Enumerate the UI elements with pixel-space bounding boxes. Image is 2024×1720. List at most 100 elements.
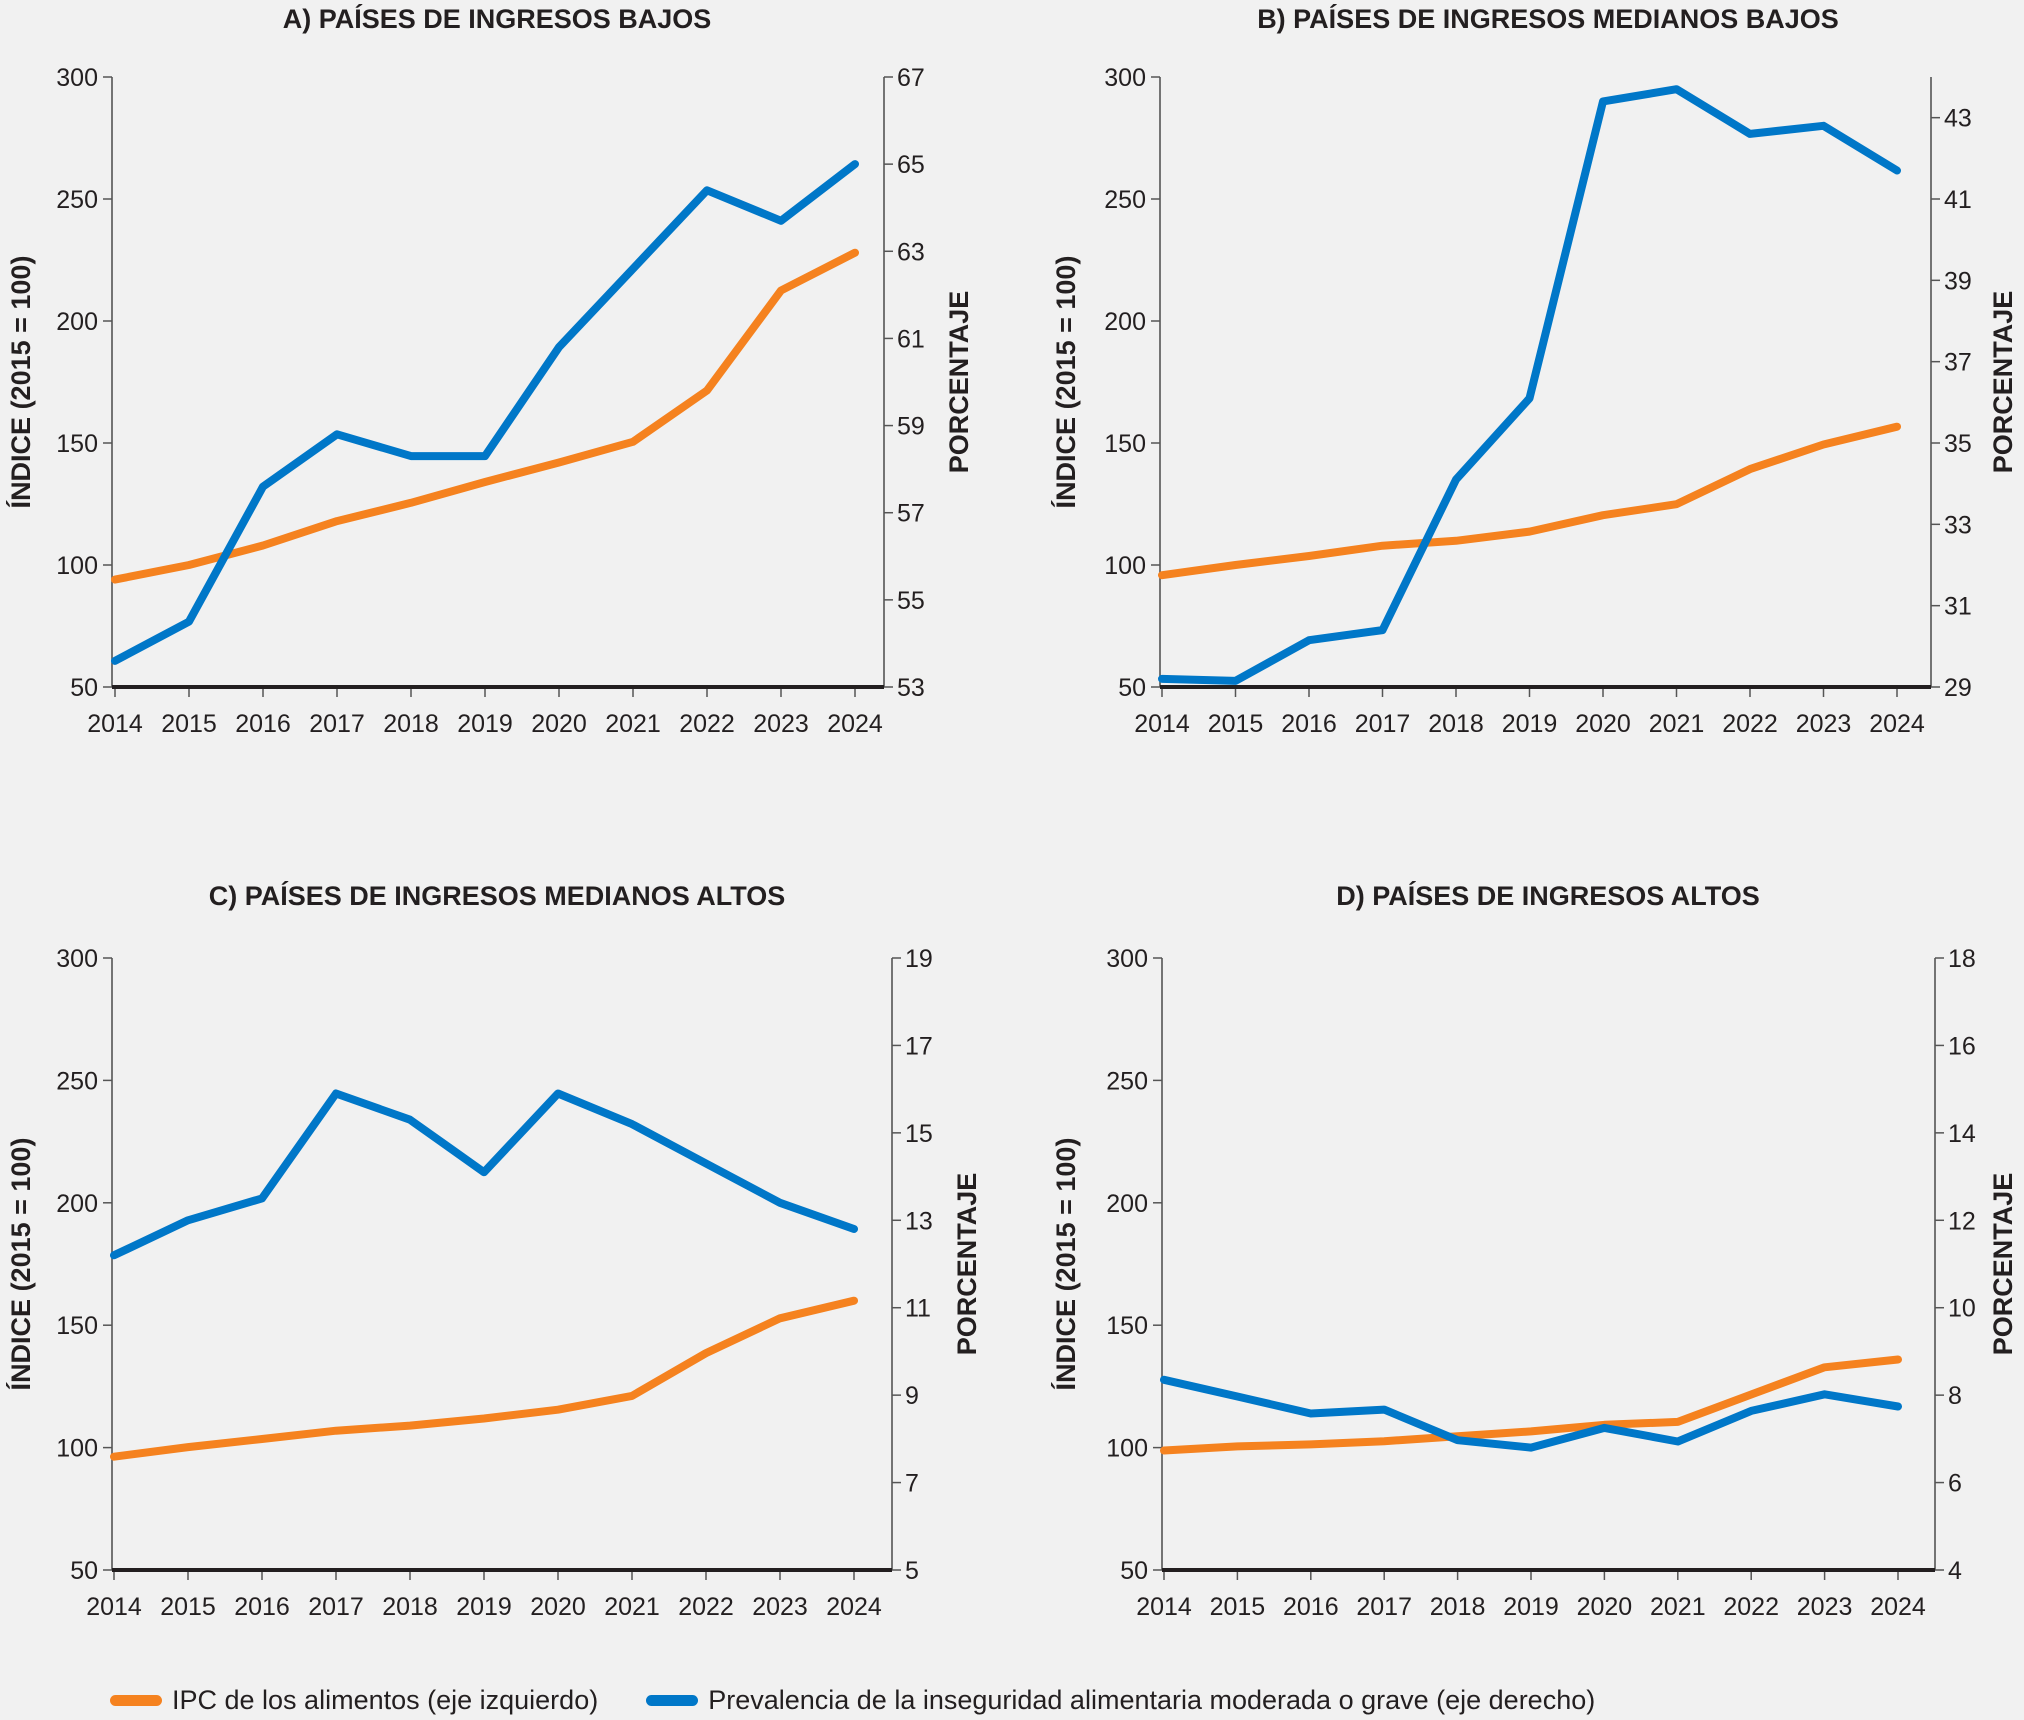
x-tick-label: 2023 — [1796, 710, 1852, 738]
series-line-inseguridad — [1158, 85, 1901, 685]
series-line-ipc — [110, 1296, 858, 1461]
left-tick-label: 150 — [1104, 430, 1146, 458]
legend-label-ipc: IPC de los alimentos (eje izquierdo) — [172, 1684, 599, 1715]
left-tick-label: 250 — [1104, 186, 1146, 214]
left-tick-label: 150 — [56, 430, 98, 458]
left-tick-label: 100 — [56, 552, 98, 580]
x-tick-label: 2022 — [678, 1593, 734, 1621]
right-tick-label: 33 — [1944, 511, 1972, 539]
legend: IPC de los alimentos (eje izquierdo) Pre… — [110, 1680, 1643, 1720]
left-tick-label: 250 — [56, 1067, 98, 1095]
legend-swatch-inseguridad — [646, 1694, 699, 1706]
chart-panel-d: D) PAÍSES DE INGRESOS ALTOS 50 100 150 200 25… — [1050, 880, 2018, 1621]
right-tick-label: 11 — [905, 1295, 931, 1323]
right-tick-label: 18 — [1948, 945, 1976, 973]
chart-title: A) PAÍSES DE INGRESOS BAJOS — [283, 3, 712, 34]
x-tick-label: 2019 — [1502, 710, 1558, 738]
right-tick-label: 57 — [897, 500, 925, 528]
x-tick-label: 2020 — [530, 1593, 586, 1621]
chart-panel-b: B) PAÍSES DE INGRESOS MEDIANOS BAJOS 50 10… — [1050, 3, 2018, 738]
x-tick-label: 2024 — [1869, 710, 1925, 738]
chart-panel-a: A) PAÍSES DE INGRESOS BAJOS 50 100 150 200 25… — [5, 3, 974, 738]
x-tick-label: 2014 — [87, 710, 143, 738]
x-tick-label: 2016 — [234, 1593, 290, 1621]
left-tick-label: 300 — [56, 945, 98, 973]
x-tick-label: 2019 — [456, 1593, 512, 1621]
right-tick-label: 41 — [1944, 186, 1972, 214]
x-tick-label: 2021 — [1650, 1593, 1706, 1621]
left-tick-label: 300 — [1106, 945, 1148, 973]
left-tick-label: 200 — [56, 1190, 98, 1218]
x-tick-label: 2015 — [1208, 710, 1264, 738]
chart-title: D) PAÍSES DE INGRESOS ALTOS — [1336, 880, 1760, 911]
x-tick-label: 2016 — [235, 710, 291, 738]
right-tick-label: 10 — [1948, 1295, 1976, 1323]
left-tick-label: 50 — [1120, 1557, 1148, 1585]
x-tick-label: 2018 — [383, 710, 439, 738]
x-tick-label: 2024 — [1870, 1593, 1926, 1621]
x-tick-label: 2021 — [605, 710, 661, 738]
y2-axis-title: PORCENTAJE — [952, 1173, 982, 1356]
chart-panel-c: C) PAÍSES DE INGRESOS MEDIANOS ALTOS 50 10… — [5, 880, 982, 1621]
y-axis-title: ÍNDICE (2015 = 100) — [1050, 256, 1081, 509]
series-line-ipc — [1158, 422, 1901, 580]
right-tick-label: 14 — [1948, 1120, 1976, 1148]
x-tick-label: 2019 — [1503, 1593, 1559, 1621]
x-tick-label: 2016 — [1281, 710, 1337, 738]
right-tick-label: 9 — [905, 1382, 919, 1410]
left-tick-label: 50 — [70, 674, 98, 702]
x-tick-label: 2015 — [160, 1593, 216, 1621]
right-tick-label: 8 — [1948, 1382, 1962, 1410]
right-tick-label: 35 — [1944, 430, 1972, 458]
right-tick-label: 65 — [897, 151, 925, 179]
left-tick-label: 300 — [1104, 64, 1146, 92]
left-tick-label: 100 — [1104, 552, 1146, 580]
right-tick-label: 53 — [897, 674, 925, 702]
x-tick-label: 2021 — [604, 1593, 660, 1621]
x-tick-label: 2024 — [826, 1593, 882, 1621]
x-tick-label: 2017 — [309, 710, 365, 738]
x-tick-label: 2017 — [1356, 1593, 1412, 1621]
x-tick-label: 2023 — [752, 1593, 808, 1621]
left-tick-label: 50 — [70, 1557, 98, 1585]
right-tick-label: 59 — [897, 413, 925, 441]
x-tick-label: 2022 — [679, 710, 735, 738]
right-tick-label: 31 — [1944, 593, 1972, 621]
right-tick-label: 15 — [905, 1120, 933, 1148]
left-tick-label: 250 — [1106, 1067, 1148, 1095]
legend-item-ipc: IPC de los alimentos (eje izquierdo) — [110, 1685, 598, 1716]
series-line-inseguridad — [1160, 1375, 1902, 1452]
left-tick-label: 200 — [56, 308, 98, 336]
y-axis-title: ÍNDICE (2015 = 100) — [5, 256, 36, 509]
chart-title: C) PAÍSES DE INGRESOS MEDIANOS ALTOS — [209, 880, 786, 911]
right-tick-label: 67 — [897, 64, 925, 92]
right-tick-label: 5 — [905, 1557, 919, 1585]
left-tick-label: 100 — [56, 1435, 98, 1463]
x-tick-label: 2023 — [753, 710, 809, 738]
x-tick-label: 2017 — [308, 1593, 364, 1621]
right-tick-label: 37 — [1944, 349, 1972, 377]
series-line-inseguridad — [111, 160, 859, 665]
x-tick-label: 2018 — [382, 1593, 438, 1621]
x-tick-label: 2020 — [531, 710, 587, 738]
left-tick-label: 250 — [56, 186, 98, 214]
right-tick-label: 39 — [1944, 267, 1972, 295]
x-tick-label: 2022 — [1723, 1593, 1779, 1621]
y2-axis-title: PORCENTAJE — [944, 291, 974, 474]
x-tick-label: 2018 — [1430, 1593, 1486, 1621]
right-tick-label: 12 — [1948, 1207, 1976, 1235]
y-axis-title: ÍNDICE (2015 = 100) — [5, 1138, 36, 1391]
series-line-ipc — [111, 248, 859, 584]
right-tick-label: 63 — [897, 238, 925, 266]
legend-swatch-ipc — [110, 1694, 162, 1706]
x-tick-label: 2014 — [1136, 1593, 1192, 1621]
x-tick-label: 2014 — [1134, 710, 1190, 738]
x-tick-label: 2023 — [1797, 1593, 1853, 1621]
left-tick-label: 300 — [56, 64, 98, 92]
left-tick-label: 200 — [1104, 308, 1146, 336]
right-tick-label: 4 — [1948, 1557, 1962, 1585]
x-tick-label: 2015 — [1210, 1593, 1266, 1621]
right-tick-label: 13 — [905, 1207, 933, 1235]
right-tick-label: 61 — [897, 325, 925, 353]
